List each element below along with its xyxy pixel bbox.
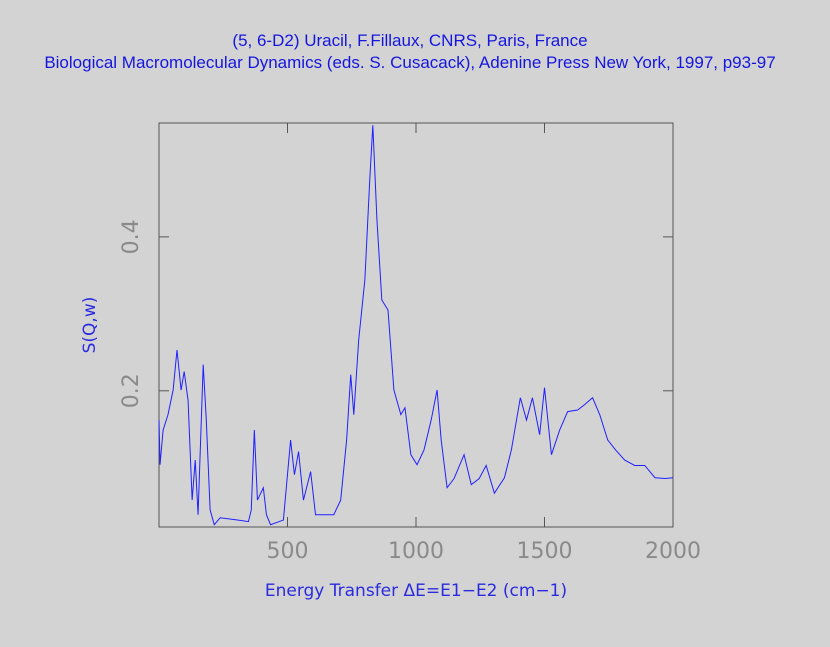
x-tick-label: 2000	[645, 539, 701, 564]
y-tick-label: 0.4	[119, 219, 144, 254]
data-line	[158, 125, 674, 526]
y-tick-label: 0.2	[119, 373, 144, 408]
x-axis-label: Energy Transfer ΔE=E1−E2 (cm−1)	[265, 581, 567, 601]
y-axis-label: S(Q,w)	[80, 297, 100, 354]
x-tick-label: 1500	[517, 539, 573, 564]
x-tick-label: 1000	[388, 539, 444, 564]
chart-title: (5, 6-D2) Uracil, F.Fillaux, CNRS, Paris…	[232, 31, 587, 50]
x-tick-label: 500	[267, 539, 309, 564]
chart-subtitle: Biological Macromolecular Dynamics (eds.…	[44, 53, 775, 72]
